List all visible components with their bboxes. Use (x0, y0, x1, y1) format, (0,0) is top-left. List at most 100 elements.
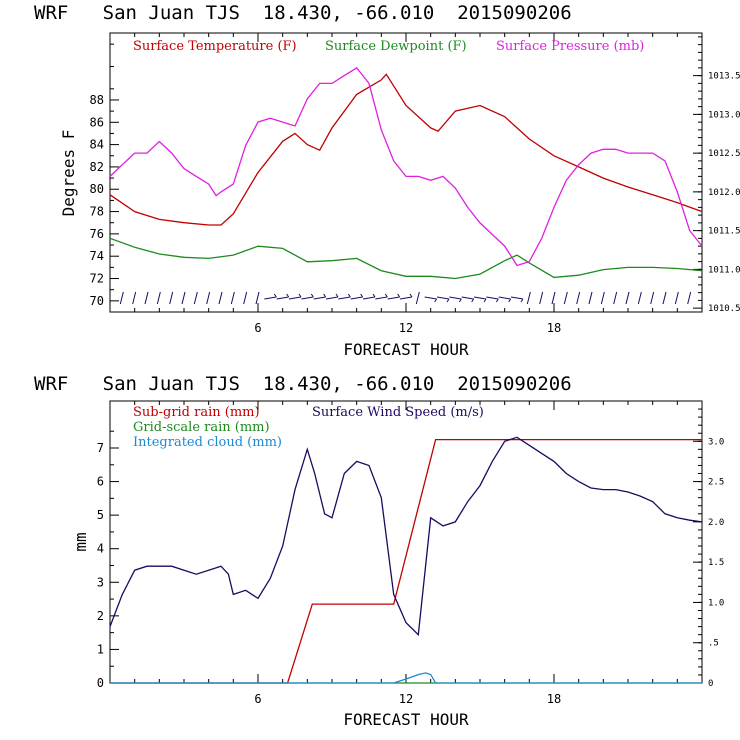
wind-barb (169, 291, 174, 305)
legend-sub-grid-rain: Sub-grid rain (mm) (133, 405, 260, 420)
y2-tick-label: 1011.5 (708, 227, 740, 237)
y2-tick-label: 1013.5 (708, 72, 740, 82)
y-tick-label: 7 (97, 441, 104, 455)
series-line-sub-grid-rain-mm (110, 438, 702, 684)
x-tick-label: 6 (254, 692, 261, 706)
wind-barb (255, 291, 260, 305)
legend-integrated-cloud: Integrated cloud (mm) (133, 435, 282, 450)
legend: Sub-grid rain (mm) Grid-scale rain (mm) … (133, 405, 484, 450)
x-tick-label: 18 (547, 692, 561, 706)
y-axis-label: mm (71, 532, 90, 551)
y-tick-label: 72 (90, 272, 104, 286)
wind-barb (243, 291, 248, 305)
legend-surface-temperature: Surface Temperature (F) (133, 39, 297, 54)
wind-barb (325, 293, 339, 300)
y-tick-label: 80 (90, 182, 104, 196)
wind-barb (526, 291, 531, 305)
wind-barb (387, 293, 401, 300)
y2-tick-label: 1012.0 (708, 188, 740, 198)
wind-barb (264, 293, 277, 300)
wind-barb (473, 296, 487, 303)
x-axis-label: FORECAST HOUR (343, 710, 469, 729)
x-axis-label: FORECAST HOUR (343, 340, 469, 359)
wind-barb (362, 293, 376, 300)
y2-tick-label: 1013.0 (708, 110, 740, 120)
wind-barb (132, 291, 137, 305)
wind-barb (206, 291, 211, 305)
legend-surface-dewpoint: Surface Dewpoint (F) (325, 39, 467, 54)
wind-barb (613, 291, 618, 305)
series-line-surface-pressure-mb (109, 67, 703, 267)
y-tick-label: 88 (90, 93, 104, 107)
wind-barbs (119, 291, 692, 305)
precipitation-panel: WRF San Juan TJS 18.430, -66.010 2015090… (34, 373, 724, 729)
wind-barb (674, 291, 679, 305)
y-tick-label: 5 (97, 508, 104, 522)
x-tick-label: 12 (399, 321, 413, 335)
wind-barb (375, 293, 388, 300)
wind-barb (288, 293, 302, 300)
wind-barb (436, 296, 450, 303)
wind-barb (193, 291, 198, 305)
wind-barb (486, 296, 499, 303)
legend-surface-pressure: Surface Pressure (mb) (496, 39, 644, 54)
wind-barb (301, 293, 314, 300)
y-tick-label: 70 (90, 294, 104, 308)
series-line-surface-wind-speed-m-s (109, 436, 703, 637)
y-tick-label: 86 (90, 115, 104, 129)
y-tick-label: 82 (90, 160, 104, 174)
legend: Surface Temperature (F) Surface Dewpoint… (133, 39, 644, 54)
x-tick-label: 6 (254, 321, 261, 335)
wind-barb (119, 291, 124, 305)
series-lines (109, 436, 703, 684)
x-tick-label: 12 (399, 692, 413, 706)
wind-barb (424, 296, 438, 303)
wind-barb (662, 291, 667, 305)
wind-barb (563, 291, 568, 305)
wind-barb (510, 296, 524, 303)
wind-barb (576, 291, 581, 305)
wind-barb (588, 291, 593, 305)
wind-barb (350, 293, 364, 300)
wind-barb (338, 293, 351, 300)
legend-grid-scale-rain: Grid-scale rain (mm) (133, 420, 270, 435)
wind-barb (650, 291, 655, 305)
y2-tick-label: 0 (708, 679, 713, 689)
wind-barb (637, 291, 642, 305)
panel-title: WRF San Juan TJS 18.430, -66.010 2015090… (34, 2, 572, 24)
wind-barb (181, 291, 186, 305)
wind-barb (461, 296, 475, 303)
y2-tick-label: 1.5 (708, 558, 724, 568)
wind-barb (498, 296, 512, 303)
y2-tick-label: 1.0 (708, 598, 724, 608)
y-tick-label: 0 (97, 676, 104, 690)
series-lines (109, 67, 703, 280)
wind-barb (313, 293, 327, 300)
wind-barb (539, 291, 544, 305)
axis-ticks: 6 12 18 70 72 74 76 78 80 82 84 86 88 1010.5 1011.0 101… (90, 33, 740, 335)
temperature-panel: WRF San Juan TJS 18.430, -66.010 2015090… (34, 2, 740, 359)
y-tick-label: 3 (97, 575, 104, 589)
wind-barb (144, 291, 149, 305)
series-line-integrated-cloud-mm (110, 672, 702, 684)
wind-barb (600, 291, 605, 305)
series-line-surface-dewpoint-f (109, 237, 703, 280)
y-tick-label: 2 (97, 609, 104, 623)
legend-surface-wind-speed: Surface Wind Speed (m/s) (312, 405, 484, 420)
panel-title: WRF San Juan TJS 18.430, -66.010 2015090… (34, 373, 572, 395)
y-tick-label: 1 (97, 642, 104, 656)
wind-barb (625, 291, 630, 305)
series-line-surface-temperature-f (109, 73, 703, 226)
wind-barb (687, 291, 692, 305)
y-axis-label: Degrees F (59, 130, 78, 217)
x-tick-label: 18 (547, 321, 561, 335)
y2-tick-label: 3.0 (708, 437, 724, 447)
wind-barb (218, 291, 223, 305)
y2-tick-label: .5 (708, 639, 719, 649)
wind-barb (415, 291, 420, 305)
y2-tick-label: 2.5 (708, 478, 724, 488)
wind-barb (449, 296, 462, 303)
wind-barb (399, 293, 413, 300)
